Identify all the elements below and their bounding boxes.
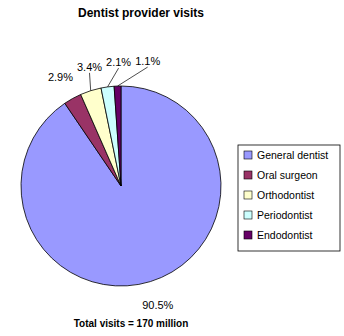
legend-label: General dentist <box>257 149 328 161</box>
legend: General dentist Oral surgeon Orthodontist P… <box>238 145 340 251</box>
data-label: 2.9% <box>48 71 73 83</box>
legend-swatch <box>244 231 252 239</box>
leader-line <box>118 67 148 86</box>
legend-swatch <box>244 171 252 179</box>
data-label: 2.1% <box>106 56 131 68</box>
data-label: 1.1% <box>135 55 160 67</box>
legend-swatch <box>244 151 252 159</box>
pie-slice <box>21 86 221 286</box>
title: Dentist provider visits <box>78 6 204 20</box>
legend-label: Periodontist <box>257 209 313 221</box>
leader-line <box>108 68 119 87</box>
legend-label: Orthodontist <box>257 189 314 201</box>
pie-slice <box>101 86 121 186</box>
data-label: 3.4% <box>77 61 102 73</box>
leader-line <box>90 73 91 91</box>
data-labels: 90.5% 2.9% 3.4% 2.1% 1.1% <box>48 55 174 311</box>
pie-slice <box>114 86 121 186</box>
legend-swatch <box>244 191 252 199</box>
chart: Dentist provider visits 90.5% 2.9% 3.4% 2.1%… <box>0 0 344 336</box>
pie <box>21 86 221 286</box>
data-label: 90.5% <box>142 299 173 311</box>
legend-swatch <box>244 211 252 219</box>
legend-label: Oral surgeon <box>257 169 318 181</box>
legend-label: Endodontist <box>257 229 313 241</box>
annotation: Total visits = 170 million <box>74 318 189 329</box>
background <box>0 0 344 336</box>
legend-box <box>238 145 340 251</box>
